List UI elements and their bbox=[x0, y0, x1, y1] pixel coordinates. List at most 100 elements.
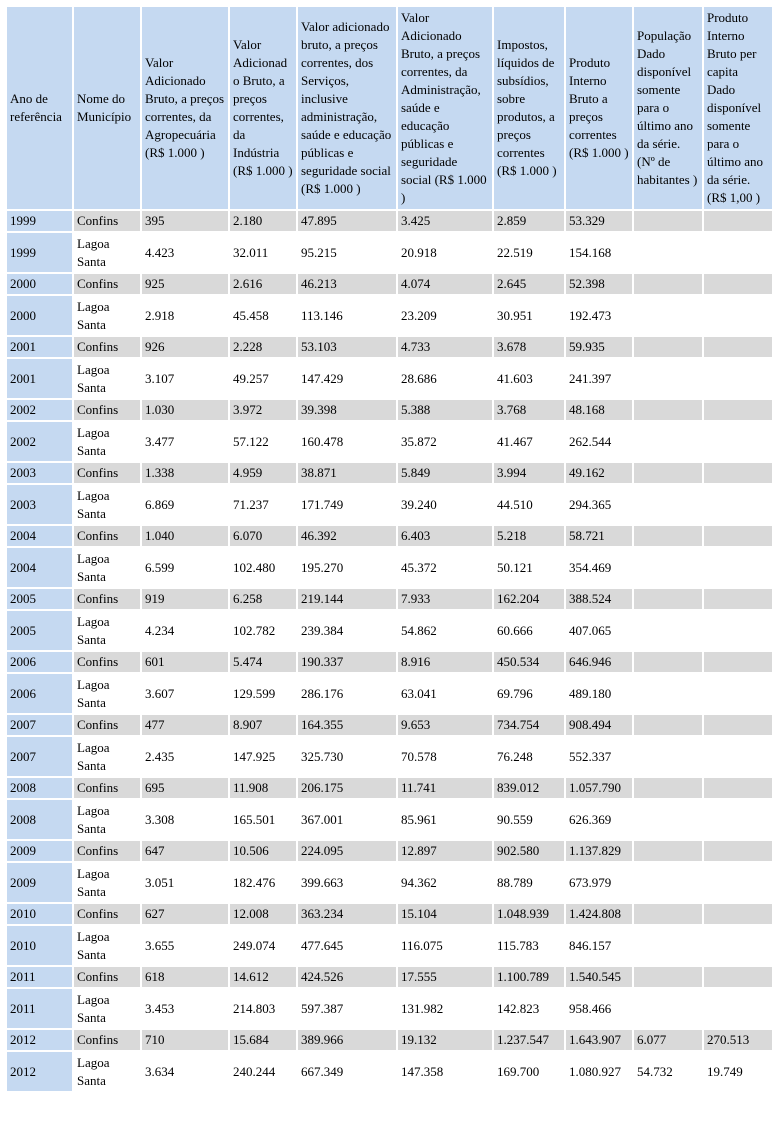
header-row: Ano de referência Nome do Município Valo… bbox=[7, 7, 772, 209]
value-cell: 1.040 bbox=[142, 526, 228, 546]
year-cell: 1999 bbox=[7, 233, 72, 272]
value-cell bbox=[704, 337, 772, 357]
municipality-cell: Confins bbox=[74, 904, 140, 924]
year-cell: 2003 bbox=[7, 463, 72, 483]
table-row: 2007 Confins 477 8.907 164.355 9.653 734.754 90… bbox=[7, 715, 772, 735]
value-cell: 450.534 bbox=[494, 652, 564, 672]
year-cell: 2007 bbox=[7, 737, 72, 776]
value-cell: 192.473 bbox=[566, 296, 632, 335]
value-cell: 8.916 bbox=[398, 652, 492, 672]
value-cell: 147.925 bbox=[230, 737, 296, 776]
value-cell: 45.372 bbox=[398, 548, 492, 587]
year-cell: 2005 bbox=[7, 611, 72, 650]
value-cell: 147.358 bbox=[398, 1052, 492, 1091]
year-cell: 2009 bbox=[7, 841, 72, 861]
value-cell: 11.908 bbox=[230, 778, 296, 798]
value-cell bbox=[634, 841, 702, 861]
value-cell: 41.603 bbox=[494, 359, 564, 398]
year-cell: 1999 bbox=[7, 211, 72, 231]
municipality-cell: Confins bbox=[74, 652, 140, 672]
value-cell: 53.103 bbox=[298, 337, 396, 357]
year-cell: 2004 bbox=[7, 526, 72, 546]
value-cell: 407.065 bbox=[566, 611, 632, 650]
value-cell: 70.578 bbox=[398, 737, 492, 776]
value-cell bbox=[634, 967, 702, 987]
value-cell bbox=[704, 296, 772, 335]
value-cell: 41.467 bbox=[494, 422, 564, 461]
value-cell: 15.104 bbox=[398, 904, 492, 924]
value-cell: 4.959 bbox=[230, 463, 296, 483]
table-row: 2006 Confins 601 5.474 190.337 8.916 450.534 64… bbox=[7, 652, 772, 672]
table-row: 2002 Confins 1.030 3.972 39.398 5.388 3.768 48.… bbox=[7, 400, 772, 420]
year-cell: 2005 bbox=[7, 589, 72, 609]
value-cell: 8.907 bbox=[230, 715, 296, 735]
municipality-cell: Confins bbox=[74, 1030, 140, 1050]
value-cell bbox=[634, 863, 702, 902]
value-cell: 154.168 bbox=[566, 233, 632, 272]
value-cell: 3.768 bbox=[494, 400, 564, 420]
table-row: 2005 Confins 919 6.258 219.144 7.933 162.204 38… bbox=[7, 589, 772, 609]
value-cell: 958.466 bbox=[566, 989, 632, 1028]
value-cell bbox=[634, 548, 702, 587]
value-cell bbox=[634, 611, 702, 650]
value-cell: 241.397 bbox=[566, 359, 632, 398]
value-cell: 7.933 bbox=[398, 589, 492, 609]
value-cell: 90.559 bbox=[494, 800, 564, 839]
municipality-cell: Lagoa Santa bbox=[74, 359, 140, 398]
col-header-nome-do-municipio: Nome do Município bbox=[74, 7, 140, 209]
value-cell: 39.240 bbox=[398, 485, 492, 524]
value-cell: 195.270 bbox=[298, 548, 396, 587]
value-cell bbox=[634, 652, 702, 672]
municipality-cell: Confins bbox=[74, 400, 140, 420]
value-cell: 190.337 bbox=[298, 652, 396, 672]
value-cell bbox=[704, 989, 772, 1028]
year-cell: 2012 bbox=[7, 1052, 72, 1091]
table-row: 2011 Confins 618 14.612 424.526 17.555 1.100.7… bbox=[7, 967, 772, 987]
municipal-gdp-table-container: Ano de referência Nome do Município Valo… bbox=[7, 7, 772, 1091]
value-cell: 169.700 bbox=[494, 1052, 564, 1091]
value-cell: 224.095 bbox=[298, 841, 396, 861]
year-cell: 2001 bbox=[7, 337, 72, 357]
year-cell: 2009 bbox=[7, 863, 72, 902]
value-cell: 926 bbox=[142, 337, 228, 357]
value-cell bbox=[634, 296, 702, 335]
table-header: Ano de referência Nome do Município Valo… bbox=[7, 7, 772, 209]
value-cell bbox=[704, 737, 772, 776]
value-cell: 262.544 bbox=[566, 422, 632, 461]
value-cell: 3.678 bbox=[494, 337, 564, 357]
municipality-cell: Confins bbox=[74, 778, 140, 798]
table-row: 2004 Lagoa Santa 6.599 102.480 195.270 45.372… bbox=[7, 548, 772, 587]
value-cell bbox=[704, 778, 772, 798]
table-row: 2005 Lagoa Santa 4.234 102.782 239.384 54.862… bbox=[7, 611, 772, 650]
municipality-cell: Lagoa Santa bbox=[74, 485, 140, 524]
value-cell: 2.228 bbox=[230, 337, 296, 357]
value-cell: 35.872 bbox=[398, 422, 492, 461]
value-cell: 6.077 bbox=[634, 1030, 702, 1050]
value-cell: 1.080.927 bbox=[566, 1052, 632, 1091]
value-cell: 4.074 bbox=[398, 274, 492, 294]
value-cell: 239.384 bbox=[298, 611, 396, 650]
value-cell: 59.935 bbox=[566, 337, 632, 357]
year-cell: 2010 bbox=[7, 926, 72, 965]
value-cell: 919 bbox=[142, 589, 228, 609]
value-cell: 1.338 bbox=[142, 463, 228, 483]
value-cell: 399.663 bbox=[298, 863, 396, 902]
value-cell: 50.121 bbox=[494, 548, 564, 587]
value-cell bbox=[634, 422, 702, 461]
year-cell: 2008 bbox=[7, 778, 72, 798]
value-cell: 552.337 bbox=[566, 737, 632, 776]
value-cell: 95.215 bbox=[298, 233, 396, 272]
value-cell: 19.132 bbox=[398, 1030, 492, 1050]
value-cell: 102.782 bbox=[230, 611, 296, 650]
table-row: 2012 Confins 710 15.684 389.966 19.132 1.237.5… bbox=[7, 1030, 772, 1050]
value-cell bbox=[634, 737, 702, 776]
municipality-cell: Confins bbox=[74, 841, 140, 861]
municipality-cell: Lagoa Santa bbox=[74, 548, 140, 587]
value-cell: 1.237.547 bbox=[494, 1030, 564, 1050]
value-cell: 1.424.808 bbox=[566, 904, 632, 924]
table-row: 2000 Confins 925 2.616 46.213 4.074 2.645 52.39… bbox=[7, 274, 772, 294]
value-cell: 164.355 bbox=[298, 715, 396, 735]
value-cell: 846.157 bbox=[566, 926, 632, 965]
value-cell: 424.526 bbox=[298, 967, 396, 987]
value-cell: 46.213 bbox=[298, 274, 396, 294]
